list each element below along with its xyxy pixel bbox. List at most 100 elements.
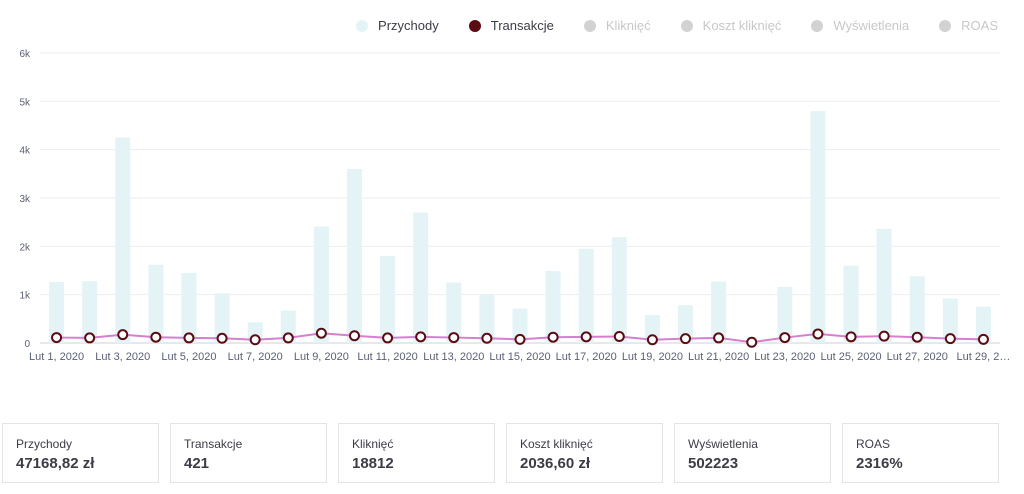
legend-dot-wyswietlenia <box>811 19 824 32</box>
y-tick-label: 5k <box>19 97 31 108</box>
bar <box>843 265 859 343</box>
chart-legend: Przychody Transakcje Kliknięć Koszt klik… <box>356 18 998 33</box>
legend-label-wyswietlenia: Wyświetlenia <box>833 18 910 33</box>
x-tick-label: Lut 13, 2020 <box>423 351 484 363</box>
x-tick-label: Lut 19, 2020 <box>622 351 683 363</box>
y-tick-label: 1k <box>19 291 31 302</box>
transactions-point <box>547 331 559 343</box>
legend-label-koszt-klikniec: Koszt kliknięć <box>702 18 782 33</box>
x-axis-ticks: Lut 1, 2020 Lut 3, 2020 Lut 5, 2020 Lut 7, … <box>29 351 1010 363</box>
kpi-card-klikniec[interactable]: Kliknięć 18812 <box>338 423 495 483</box>
transactions-point <box>84 332 96 344</box>
kpi-card-przychody[interactable]: Przychody 47168,82 zł <box>2 423 159 483</box>
kpi-label: Przychody <box>16 437 73 451</box>
x-tick-label: Lut 7, 2020 <box>228 351 283 363</box>
transactions-point <box>878 330 890 342</box>
bar <box>777 286 793 343</box>
bar <box>578 248 594 343</box>
legend-item-transakcje[interactable]: Transakcje <box>468 18 554 33</box>
bar <box>975 306 991 343</box>
kpi-value: 502223 <box>688 455 739 472</box>
x-tick-label: Lut 27, 2020 <box>887 351 948 363</box>
bar <box>181 272 197 343</box>
kpi-card-roas[interactable]: ROAS 2316% <box>842 423 999 483</box>
transactions-point <box>680 333 692 345</box>
bar <box>479 294 495 343</box>
transactions-point <box>382 332 394 344</box>
bar <box>49 282 65 343</box>
kpi-card-transakcje[interactable]: Transakcje 421 <box>170 423 327 483</box>
legend-dot-transakcje <box>468 19 481 32</box>
kpi-value: 2316% <box>856 455 903 472</box>
legend-item-roas[interactable]: ROAS <box>939 18 998 33</box>
transactions-point <box>779 332 791 344</box>
bar <box>711 281 727 343</box>
bar <box>346 169 362 343</box>
x-tick-label: Lut 17, 2020 <box>556 351 617 363</box>
kpi-row: Przychody 47168,82 zł Transakcje 421 Kli… <box>2 423 999 483</box>
transactions-point <box>613 330 625 342</box>
y-axis-ticks: 0 1k 2k 3k 4k 5k 6k <box>19 49 31 350</box>
y-tick-label: 6k <box>19 49 31 60</box>
y-tick-label: 0 <box>24 339 30 350</box>
kpi-label: Wyświetlenia <box>688 437 758 451</box>
transactions-point <box>845 331 857 343</box>
transactions-point <box>580 331 592 343</box>
kpi-value: 47168,82 zł <box>16 455 95 472</box>
bar <box>942 298 958 343</box>
x-tick-label: Lut 25, 2020 <box>820 351 881 363</box>
transactions-point <box>415 331 427 343</box>
transactions-point <box>183 332 195 344</box>
bar <box>810 111 826 343</box>
y-tick-label: 2k <box>19 242 31 253</box>
legend-item-koszt-klikniec[interactable]: Koszt kliknięć <box>680 18 782 33</box>
transactions-point <box>448 332 460 344</box>
bar <box>545 270 561 343</box>
x-tick-label: Lut 21, 2020 <box>688 351 749 363</box>
x-tick-label: Lut 23, 2020 <box>754 351 815 363</box>
transactions-point <box>812 328 824 340</box>
bar <box>413 212 429 343</box>
x-tick-label: Lut 11, 2020 <box>357 351 417 363</box>
kpi-value: 2036,60 zł <box>520 455 591 472</box>
transactions-point <box>514 333 526 345</box>
bar <box>380 256 396 343</box>
bar <box>313 226 329 343</box>
kpi-label: Kliknięć <box>352 437 394 451</box>
transactions-point <box>282 332 294 344</box>
bar <box>678 305 694 343</box>
x-tick-label: Lut 9, 2020 <box>294 351 349 363</box>
transactions-line <box>51 327 989 348</box>
transactions-point <box>977 333 989 345</box>
bar <box>115 137 131 343</box>
kpi-label: Transakcje <box>184 437 243 451</box>
legend-item-przychody[interactable]: Przychody <box>356 18 439 33</box>
legend-item-klikniec[interactable]: Kliknięć <box>583 18 651 33</box>
legend-dot-klikniec <box>583 19 596 32</box>
kpi-label: Koszt kliknięć <box>520 437 593 451</box>
legend-dot-roas <box>939 19 952 32</box>
legend-label-klikniec: Kliknięć <box>605 18 651 33</box>
kpi-label: ROAS <box>856 437 891 451</box>
bar <box>82 281 98 343</box>
legend-label-transakcje: Transakcje <box>490 18 554 33</box>
transactions-point <box>646 334 658 346</box>
kpi-card-wyswietlenia[interactable]: Wyświetlenia 502223 <box>674 423 831 483</box>
legend-dot-koszt-klikniec <box>680 19 693 32</box>
transactions-point <box>117 329 129 341</box>
x-tick-label: Lut 29, 2… <box>957 351 1011 363</box>
bar <box>611 237 627 343</box>
transactions-point <box>746 336 758 348</box>
x-tick-label: Lut 15, 2020 <box>489 351 550 363</box>
transactions-point <box>150 331 162 343</box>
legend-item-wyswietlenia[interactable]: Wyświetlenia <box>811 18 909 33</box>
chart-grid <box>40 52 1000 344</box>
bar <box>214 293 230 343</box>
bar <box>909 276 925 343</box>
transactions-point <box>249 334 261 346</box>
transactions-point <box>713 332 725 344</box>
kpi-card-koszt-klikniec[interactable]: Koszt kliknięć 2036,60 zł <box>506 423 663 483</box>
kpi-value: 421 <box>184 455 210 472</box>
y-tick-label: 4k <box>19 146 31 157</box>
